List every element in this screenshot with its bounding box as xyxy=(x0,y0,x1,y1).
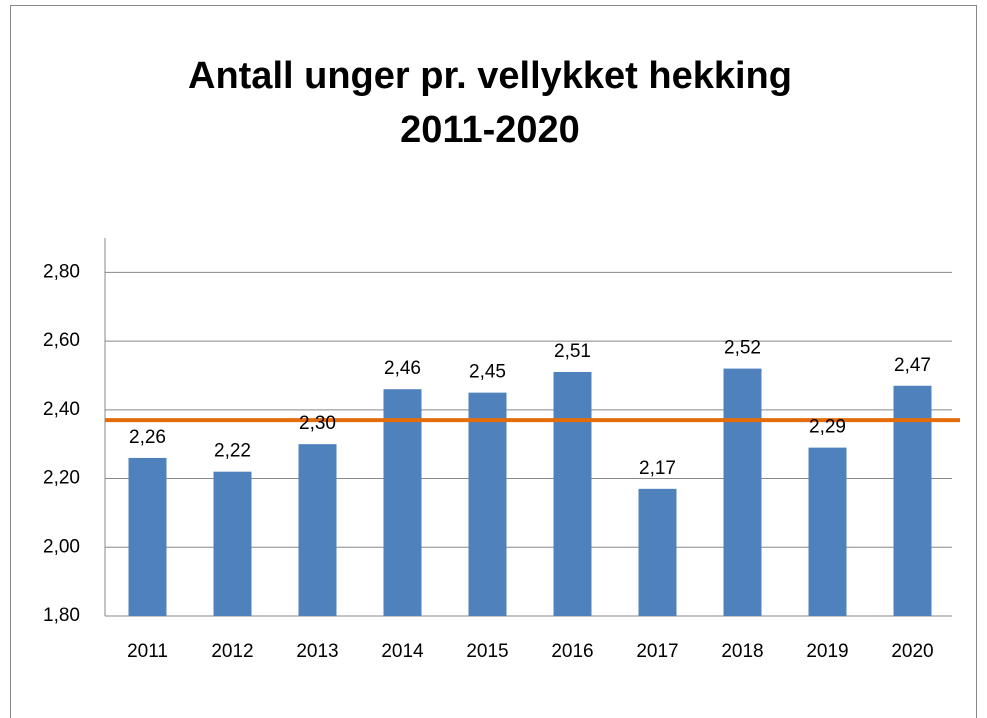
x-tick-label: 2017 xyxy=(636,641,678,662)
bar xyxy=(893,385,932,616)
data-label: 2,17 xyxy=(639,458,676,479)
bar xyxy=(468,392,507,616)
data-label: 2,51 xyxy=(554,341,591,362)
data-label: 2,52 xyxy=(724,338,761,359)
x-tick-label: 2011 xyxy=(127,641,168,662)
bar xyxy=(553,372,592,616)
data-label: 2,45 xyxy=(469,362,506,383)
x-tick-label: 2012 xyxy=(211,641,253,662)
chart-title: 2011-2020 xyxy=(400,109,580,151)
x-tick-label: 2013 xyxy=(296,641,338,662)
y-tick-label: 2,60 xyxy=(43,330,80,351)
x-tick-label: 2019 xyxy=(806,641,848,662)
y-tick-label: 2,00 xyxy=(43,536,80,557)
x-tick-label: 2018 xyxy=(721,641,763,662)
x-tick-label: 2015 xyxy=(466,641,508,662)
bar xyxy=(638,488,677,616)
bar xyxy=(298,444,337,616)
chart-title: Antall unger pr. vellykket hekking xyxy=(188,55,792,97)
data-label: 2,47 xyxy=(894,355,931,376)
y-tick-label: 2,20 xyxy=(43,468,80,489)
x-tick-label: 2014 xyxy=(381,641,424,662)
y-tick-label: 1,80 xyxy=(43,605,80,626)
bar xyxy=(213,471,252,616)
bar xyxy=(128,457,167,616)
x-tick-label: 2016 xyxy=(551,641,593,662)
data-label: 2,29 xyxy=(809,417,846,438)
y-tick-label: 2,80 xyxy=(43,261,80,282)
x-tick-label: 2020 xyxy=(891,641,933,662)
bar xyxy=(723,368,762,616)
data-label: 2,30 xyxy=(299,413,336,434)
bar xyxy=(808,447,847,616)
data-label: 2,46 xyxy=(384,358,421,379)
data-label: 2,22 xyxy=(214,441,251,462)
bar xyxy=(383,389,422,616)
y-tick-label: 2,40 xyxy=(43,399,80,420)
data-label: 2,26 xyxy=(129,427,166,448)
